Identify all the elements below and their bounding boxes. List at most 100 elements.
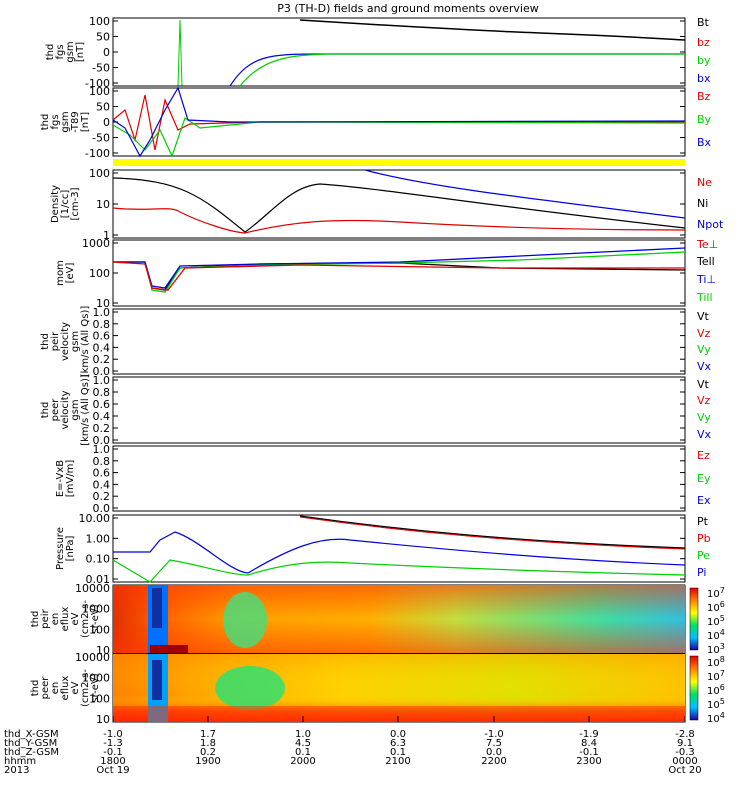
legend-Tell: Tell: [696, 255, 715, 268]
xaxis-value: -2.8: [675, 729, 695, 740]
ytick-label: 0.6: [93, 467, 111, 480]
ytick-label: 100: [89, 267, 110, 280]
peer-spectrogram: [113, 654, 685, 722]
ytick-label: 0.2: [93, 353, 111, 366]
legend-Npot: Npot: [697, 218, 724, 231]
xaxis-value: 1.7: [200, 729, 216, 740]
xaxis-value: 0.0: [486, 747, 502, 758]
legend-Ni: Ni: [697, 197, 708, 210]
ytick-label: 0.0: [93, 365, 111, 378]
legend-Vz: Vz: [697, 327, 711, 340]
xaxis-value: 2000: [290, 756, 315, 767]
ytick-label: 1: [103, 229, 110, 242]
xaxis-value: 2200: [481, 756, 506, 767]
xaxis-value: -0.3: [675, 747, 695, 758]
ytick-label: 0.4: [93, 478, 111, 491]
xaxis-value: 4.5: [295, 738, 311, 749]
ytick-label: 10: [96, 713, 110, 726]
legend-Vy: Vy: [697, 411, 711, 424]
legend-By: By: [697, 113, 712, 126]
ytick-label: -100: [85, 77, 110, 90]
colorbar-label: 105: [707, 614, 725, 628]
ytick-label: 0: [103, 46, 110, 59]
legend-Pb: Pb: [697, 532, 711, 545]
ytick-label: 1.0: [93, 443, 111, 456]
legend-Pt: Pt: [697, 515, 709, 528]
legend-by: by: [697, 54, 711, 67]
colorbar-label: 107: [707, 669, 725, 683]
ytick-label: 0.10: [86, 553, 111, 566]
trace-till: [113, 251, 686, 293]
ytick-label: 0.2: [93, 490, 111, 503]
trace-by: [239, 53, 685, 87]
ytick-label: 1000: [82, 672, 110, 685]
ytick-label: 0.8: [93, 386, 111, 399]
ytick-label: 100: [89, 167, 110, 180]
trace-pi: [113, 531, 686, 574]
colorbar-label: 104: [707, 628, 725, 642]
ylabel-peir-spectrogram: thdpeirenefluxeV(cm2-s-sr-eV): [30, 600, 101, 638]
panel-frame-fgs: [112, 17, 686, 87]
trace-ne: [112, 207, 686, 234]
trace-ni: [112, 177, 686, 233]
legend-Bz: Bz: [697, 90, 711, 103]
peir-spectrogram: [113, 585, 685, 653]
trace-bx: [229, 53, 685, 87]
legend-Vx: Vx: [697, 360, 712, 373]
xaxis-value: 9.1: [677, 738, 693, 749]
ytick-label: -50: [92, 132, 110, 145]
trace-pb: [299, 516, 686, 550]
legend-Vz: Vz: [697, 394, 711, 407]
colorbar-label: 105: [707, 697, 725, 711]
flag-bar: [113, 159, 685, 166]
trace-pt: [299, 515, 686, 549]
xaxis-value: 0.2: [200, 747, 216, 758]
ylabel-fgs-t89: thdfgsgsm-T89[nT]: [40, 111, 91, 133]
plot-title: P3 (TH-D) fields and ground moments over…: [277, 2, 539, 15]
colorbar-label: 107: [707, 586, 725, 600]
legend-Vt: Vt: [697, 310, 710, 323]
ylabel-peir-velocity: thdpeirvelocitygsm[km/s (All Qs)]: [40, 306, 91, 378]
trace-pe: [112, 559, 686, 583]
ytick-label: 10: [96, 644, 110, 657]
xaxis-value: 0000: [672, 756, 697, 767]
ytick-label: 100: [89, 85, 110, 98]
ytick-label: -100: [85, 147, 110, 160]
ytick-label: -50: [92, 62, 110, 75]
ytick-label: 10000: [75, 651, 110, 664]
panel-frame-pressure: [112, 514, 686, 583]
ytick-label: 10: [96, 198, 110, 211]
legend-Vt: Vt: [697, 378, 710, 391]
ylabel-e-vxb: E=-VxB[mV/m]: [55, 460, 76, 498]
colorbar-label: 106: [707, 683, 725, 697]
xaxis-value: 0.1: [390, 747, 406, 758]
colorbar-2: [689, 655, 699, 721]
xaxis-row-label: 2013: [4, 765, 29, 776]
legend-Ne: Ne: [697, 176, 712, 189]
ytick-label: 100: [89, 623, 110, 636]
ytick-label: 0.4: [93, 410, 111, 423]
ytick-label: 50: [96, 31, 110, 44]
ytick-label: 10.00: [79, 512, 111, 525]
xaxis-value: -0.1: [579, 747, 599, 758]
xaxis-value: 7.5: [486, 738, 502, 749]
legend-Ti⊥: Ti⊥: [696, 273, 716, 286]
trace-bt: [299, 19, 686, 41]
ytick-label: 0.2: [93, 422, 111, 435]
ytick-label: 0.6: [93, 330, 111, 343]
legend-Till: Till: [696, 291, 713, 304]
colorbar-1: [689, 587, 699, 651]
ytick-label: 0.01: [86, 573, 111, 586]
xaxis-row-label: thd_X-GSM: [4, 729, 59, 740]
ylabel-temperature: mom[eV]: [55, 260, 76, 286]
legend-Ex: Ex: [697, 494, 711, 507]
xaxis-value: -1.3: [103, 738, 123, 749]
xaxis-value: 0.1: [295, 747, 311, 758]
ylabel-fgs: thdfgsgsm[nT]: [45, 41, 86, 62]
legend-Ez: Ez: [697, 449, 710, 462]
xaxis-value: 1900: [195, 756, 220, 767]
xaxis-row-label: thd_Y-GSM: [4, 738, 57, 749]
legend-Ey: Ey: [697, 472, 711, 485]
ytick-label: 0.4: [93, 341, 111, 354]
colorbar-label: 103: [707, 642, 725, 656]
